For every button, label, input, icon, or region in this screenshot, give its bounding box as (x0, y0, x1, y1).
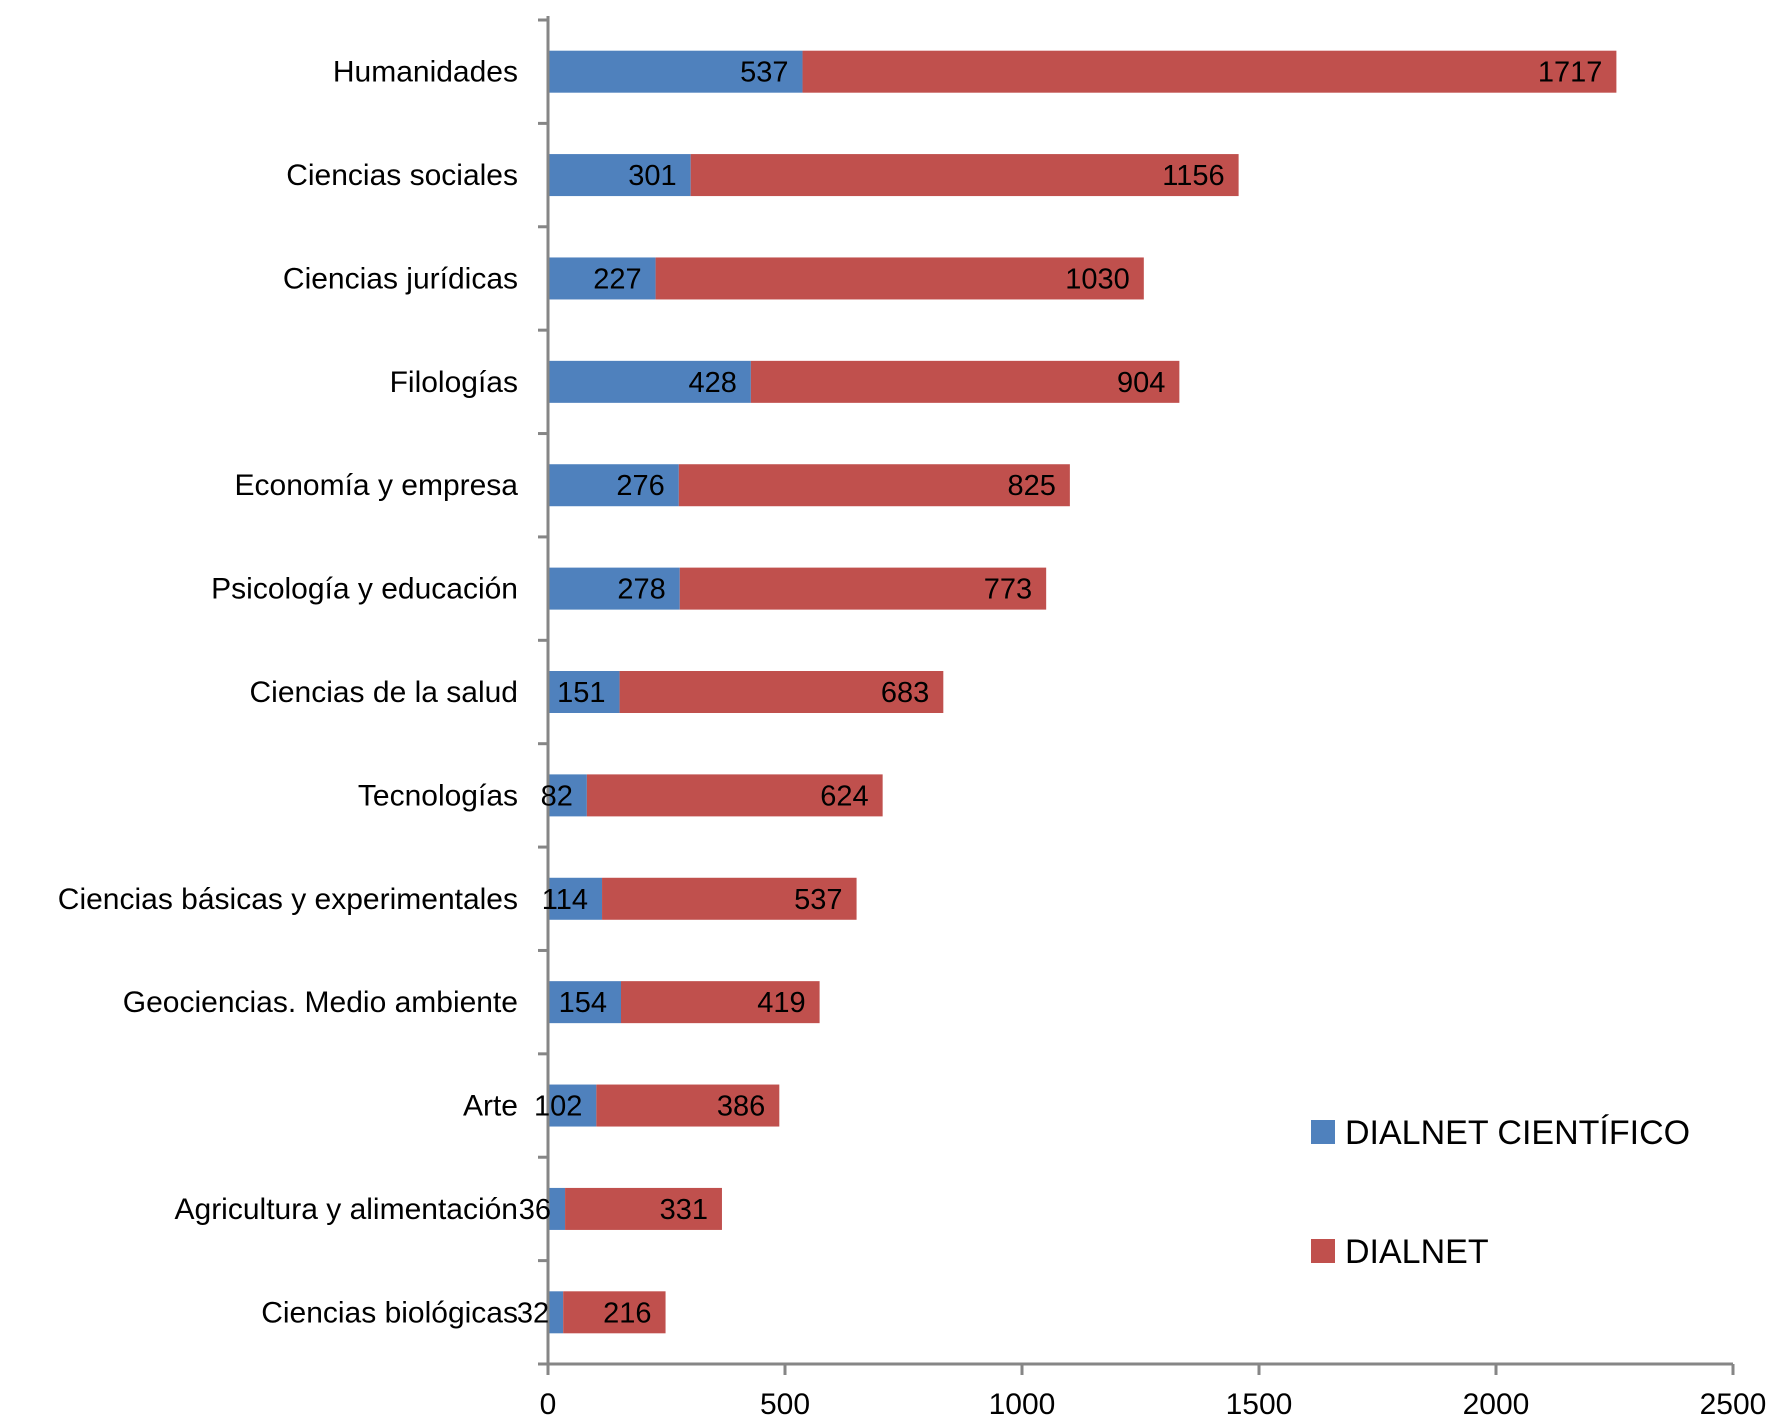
category-label-arte: Arte (463, 1090, 518, 1123)
category-label-ciencias-sociales: Ciencias sociales (286, 159, 518, 192)
x-tick-label-1000: 1000 (989, 1388, 1056, 1421)
legend: DIALNET CIENTÍFICO DIALNET (1311, 1114, 1690, 1271)
bar-dialnet-arte (596, 1084, 780, 1127)
data-label-dialnet-arte: 386 (717, 1091, 765, 1123)
category-label-ciencias-biologicas: Ciencias biológicas (261, 1296, 518, 1329)
bar-dialnet-ciencias-biologicas (563, 1291, 666, 1334)
bar-dialnet-ciencias-juridicas (655, 257, 1144, 300)
data-label-dialnet-cientifico-filologias: 428 (688, 367, 736, 399)
legend-swatch-dialnet (1311, 1239, 1335, 1263)
category-label-tecnologias: Tecnologías (358, 779, 518, 812)
data-label-dialnet-agricultura-y-alimentacion: 331 (660, 1194, 708, 1226)
bar-dialnet-agricultura-y-alimentacion (565, 1187, 722, 1230)
category-label-ciencias-de-la-salud: Ciencias de la salud (250, 676, 519, 709)
bar-dialnet-cientifico-geociencias-medio-ambiente (548, 981, 621, 1024)
data-label-dialnet-economia-y-empresa: 825 (1007, 470, 1055, 502)
data-label-dialnet-ciencias-juridicas: 1030 (1065, 263, 1130, 295)
data-label-dialnet-cientifico-arte: 102 (534, 1091, 582, 1123)
bar-dialnet-cientifico-tecnologias (548, 774, 587, 817)
data-label-dialnet-cientifico-psicologia-y-educacion: 278 (617, 574, 665, 606)
bar-dialnet-psicologia-y-educacion (679, 567, 1047, 610)
data-label-dialnet-cientifico-economia-y-empresa: 276 (616, 470, 664, 502)
bar-dialnet-humanidades (802, 50, 1617, 93)
x-tick-label-2500: 2500 (1700, 1388, 1767, 1421)
category-label-humanidades: Humanidades (333, 56, 518, 89)
data-label-dialnet-ciencias-basicas-y-experimentales: 537 (794, 884, 842, 916)
labels-layer: 537 1717 Humanidades 301 1156 Ciencias social… (58, 56, 1767, 1421)
category-label-ciencias-basicas-y-experimentales: Ciencias básicas y experimentales (58, 883, 518, 916)
category-label-ciencias-juridicas: Ciencias jurídicas (283, 262, 518, 295)
data-label-dialnet-cientifico-geociencias-medio-ambiente: 154 (559, 987, 607, 1019)
legend-swatch-dialnet-cientifico (1311, 1120, 1335, 1144)
data-label-dialnet-filologias: 904 (1117, 367, 1165, 399)
data-label-dialnet-tecnologias: 624 (820, 780, 868, 812)
data-label-dialnet-humanidades: 1717 (1538, 57, 1603, 89)
category-label-agricultura-y-alimentacion: Agricultura y alimentación (175, 1193, 519, 1226)
data-label-dialnet-cientifico-agricultura-y-alimentacion: 36 (519, 1194, 551, 1226)
bar-dialnet-economia-y-empresa (678, 464, 1070, 507)
data-label-dialnet-cientifico-tecnologias: 82 (541, 780, 573, 812)
x-tick-label-1500: 1500 (1226, 1388, 1293, 1421)
category-label-psicologia-y-educacion: Psicología y educación (211, 573, 518, 606)
category-label-filologias: Filologías (390, 366, 518, 399)
bar-dialnet-cientifico-humanidades (548, 50, 803, 93)
x-tick-label-2000: 2000 (1463, 1388, 1530, 1421)
data-label-dialnet-cientifico-ciencias-de-la-salud: 151 (557, 677, 605, 709)
x-tick-label-500: 500 (760, 1388, 810, 1421)
bar-dialnet-cientifico-filologias (548, 360, 751, 403)
category-label-economia-y-empresa: Economía y empresa (235, 469, 519, 502)
bar-dialnet-cientifico-agricultura-y-alimentacion (548, 1187, 566, 1230)
bar-dialnet-filologias (750, 360, 1180, 403)
bar-dialnet-cientifico-ciencias-basicas-y-experimentales (548, 877, 603, 920)
data-label-dialnet-geociencias-medio-ambiente: 419 (757, 987, 805, 1019)
bar-dialnet-cientifico-ciencias-biologicas (548, 1291, 564, 1334)
data-label-dialnet-ciencias-sociales: 1156 (1162, 160, 1224, 192)
bar-dialnet-geociencias-medio-ambiente (620, 981, 820, 1024)
bar-dialnet-ciencias-de-la-salud (619, 671, 944, 713)
legend-label-dialnet-cientifico: DIALNET CIENTÍFICO (1345, 1114, 1690, 1152)
data-label-dialnet-cientifico-ciencias-juridicas: 227 (593, 263, 641, 295)
data-label-dialnet-cientifico-humanidades: 537 (740, 57, 788, 89)
bar-dialnet-cientifico-economia-y-empresa (548, 464, 679, 507)
data-label-dialnet-ciencias-biologicas: 216 (603, 1297, 651, 1329)
data-label-dialnet-ciencias-de-la-salud: 683 (881, 677, 929, 709)
data-label-dialnet-cientifico-ciencias-basicas-y-experimentales: 114 (542, 884, 588, 916)
bar-dialnet-cientifico-ciencias-de-la-salud (548, 671, 620, 713)
data-label-dialnet-cientifico-ciencias-sociales: 301 (628, 160, 676, 192)
bar-dialnet-tecnologias (586, 774, 883, 817)
bar-dialnet-ciencias-basicas-y-experimentales (602, 877, 857, 920)
category-label-geociencias-medio-ambiente: Geociencias. Medio ambiente (123, 986, 518, 1019)
bar-dialnet-cientifico-ciencias-juridicas (548, 257, 656, 300)
bar-dialnet-cientifico-psicologia-y-educacion (548, 567, 680, 610)
data-label-dialnet-cientifico-ciencias-biologicas: 32 (517, 1297, 549, 1329)
bar-dialnet-cientifico-arte (548, 1084, 597, 1127)
axes-layer (538, 16, 1735, 1375)
bar-dialnet-cientifico-ciencias-sociales (548, 154, 691, 197)
bars-layer (548, 50, 1617, 1334)
data-label-dialnet-psicologia-y-educacion: 773 (984, 574, 1032, 606)
legend-label-dialnet: DIALNET (1345, 1233, 1489, 1271)
bar-dialnet-ciencias-sociales (690, 154, 1239, 197)
x-tick-label-0: 0 (540, 1388, 557, 1421)
